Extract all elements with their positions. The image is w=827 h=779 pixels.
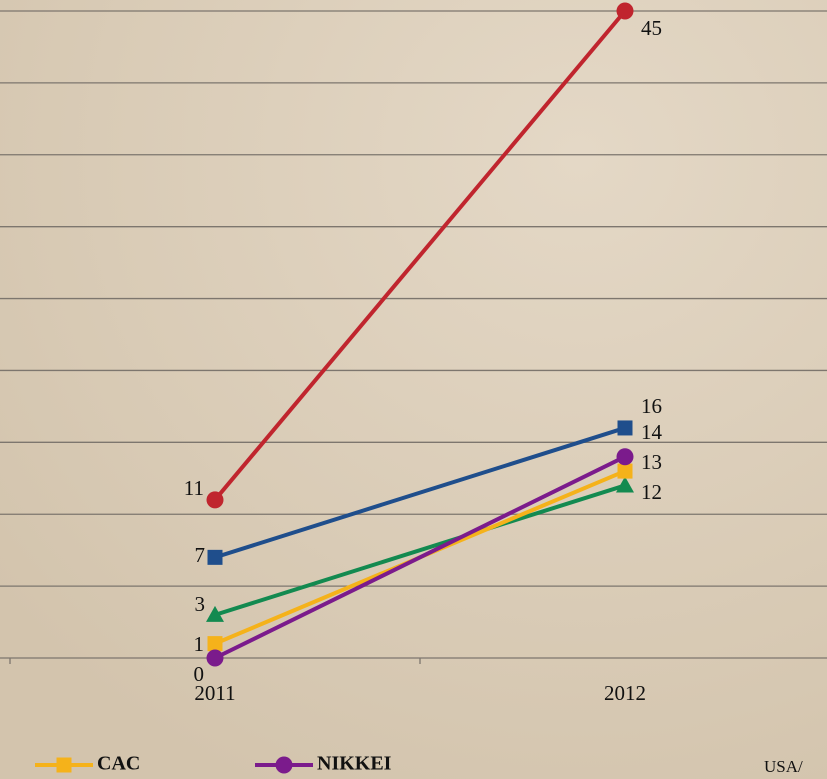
data-label: 13 [641, 450, 662, 474]
series-line [214, 483, 626, 617]
series-line [214, 454, 626, 660]
point [207, 549, 223, 565]
data-label: 14 [641, 420, 663, 444]
data-label: 1 [194, 632, 205, 656]
data-label: 7 [195, 543, 206, 567]
point [616, 2, 634, 20]
data-label: 12 [641, 480, 662, 504]
point [617, 463, 633, 479]
x-tick-label: 2012 [604, 681, 646, 705]
data-label: 0 [194, 662, 205, 686]
point [616, 476, 634, 493]
legend-label: CAC [97, 753, 140, 775]
legend-marker [56, 757, 72, 773]
point [617, 420, 633, 436]
point [206, 649, 224, 667]
series-line [213, 9, 627, 502]
x-tick-label: 2011 [194, 681, 235, 705]
series-line [214, 426, 626, 560]
point [616, 448, 634, 466]
legend-label: NIKKEI [317, 753, 392, 775]
data-label: 45 [641, 16, 662, 40]
point [206, 605, 224, 622]
data-label: 16 [641, 394, 662, 418]
legend-marker [275, 756, 293, 774]
data-label: 3 [195, 592, 206, 616]
footer-text: USA/ [764, 757, 803, 776]
point [207, 636, 223, 652]
data-label: 11 [184, 476, 204, 500]
point [206, 491, 224, 509]
